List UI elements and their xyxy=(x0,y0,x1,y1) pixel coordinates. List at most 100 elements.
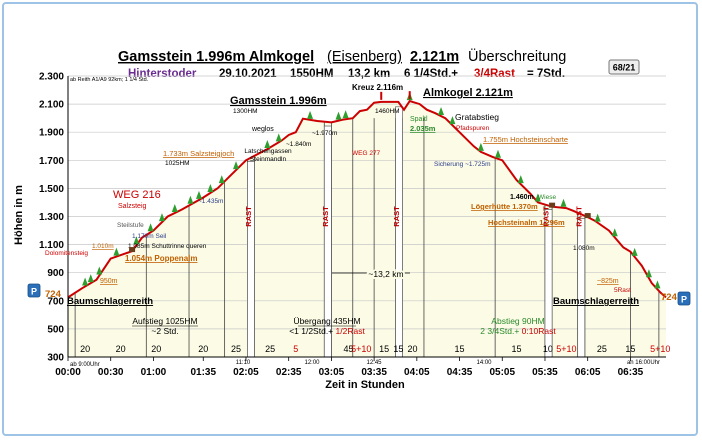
tree-icon xyxy=(335,111,342,120)
spaltl-height: 2.035m xyxy=(410,124,436,133)
tree-icon xyxy=(218,175,225,184)
tree-icon xyxy=(275,133,282,142)
section-duration-rest: 0:10Rast xyxy=(522,326,557,336)
segment-duration: 5+10 xyxy=(556,344,576,354)
x-tick-label: 03:35 xyxy=(361,367,387,378)
y-tick-label: 1.700 xyxy=(39,156,64,167)
segment-duration: 10 xyxy=(543,344,553,354)
tree-icon xyxy=(133,236,140,245)
title-height: 2.121m xyxy=(410,49,459,65)
x-tick-label: 06:05 xyxy=(575,367,601,378)
tree-icon xyxy=(195,190,202,199)
rest-label: RAST xyxy=(321,206,330,227)
segment-duration: 15 xyxy=(511,344,521,354)
height-724-right: 724 xyxy=(661,292,678,303)
rest-block xyxy=(247,161,255,358)
tree-icon xyxy=(171,203,178,212)
segment-duration: 25 xyxy=(265,344,275,354)
tour-rest: 3/4Rast xyxy=(474,68,515,80)
tour-number: 68/21 xyxy=(613,63,636,73)
tour-time: 6 1/4Std.+ xyxy=(404,68,458,80)
segment-duration: 45 xyxy=(343,344,353,354)
steinmandln-label: Steinmandln xyxy=(250,156,287,163)
tree-icon xyxy=(594,213,601,222)
x-tick-label: 03:05 xyxy=(319,367,345,378)
hut-icon xyxy=(129,247,136,253)
height-950: 950m xyxy=(100,278,118,285)
spaltl-label: Spaltl xyxy=(410,116,428,123)
y-tick-label: 1.500 xyxy=(39,184,64,195)
rest-label: RAST xyxy=(574,206,583,227)
x-tick-label: 01:00 xyxy=(141,367,167,378)
clock-time: 14:00 xyxy=(476,360,492,366)
parking-letter: P xyxy=(31,287,37,297)
tree-icon xyxy=(96,266,103,275)
summit-gamsstein: Gamsstein 1.996m xyxy=(230,95,327,107)
x-tick-label: 06:35 xyxy=(618,367,644,378)
parking-letter: P xyxy=(681,295,687,305)
profile-line xyxy=(67,99,667,299)
tree-icon xyxy=(82,277,89,286)
y-tick-label: 700 xyxy=(47,296,64,307)
outer-frame xyxy=(2,2,698,436)
tree-icon xyxy=(113,247,120,256)
x-tick-label: 04:05 xyxy=(404,367,430,378)
height-825: ~825m xyxy=(597,278,619,285)
section-name: Übergang 435HM xyxy=(293,316,360,326)
x-tick-label: 02:05 xyxy=(233,367,259,378)
section-duration: <1 1/2Std.+ 1/2Rast xyxy=(289,326,365,336)
tree-icon xyxy=(631,247,638,256)
clock-time: an 16:00Uhr xyxy=(627,360,660,366)
seil-label: 1.170m Seil xyxy=(132,233,167,240)
clock-time: 12:00 xyxy=(304,360,320,366)
hut-icon xyxy=(584,213,591,219)
steilstufe-label: Steilstufe xyxy=(117,222,144,229)
x-tick-label: 05:35 xyxy=(532,367,558,378)
x-tick-label: 04:35 xyxy=(447,367,473,378)
x-tick-label: 05:05 xyxy=(489,367,515,378)
tree-icon xyxy=(449,116,456,125)
salzsteig-label: Salzsteig xyxy=(118,203,147,210)
y-tick-label: 1.100 xyxy=(39,240,64,251)
tree-icon xyxy=(438,107,445,116)
tour-date: 29.10.2021 xyxy=(219,68,277,80)
tree-icon xyxy=(207,183,214,192)
clock-time: 11:10 xyxy=(236,360,251,366)
rest-block xyxy=(577,217,586,358)
schuttrinne-label: 1.085m Schuttrinne queren xyxy=(128,243,207,250)
hochsteinscharte-label: 1.755m Hochsteinscharte xyxy=(483,135,568,144)
tour-number-badge xyxy=(608,59,640,75)
height-1010: 1.010m xyxy=(92,243,114,250)
gratabstieg-label: Gratabstieg xyxy=(455,112,499,122)
y-tick-label: 500 xyxy=(47,324,64,335)
segment-duration: 5+10 xyxy=(351,344,371,354)
tree-icon xyxy=(87,274,94,283)
weg-216: WEG 216 xyxy=(113,189,161,201)
rest-5: 5Rast xyxy=(614,287,631,294)
tree-icon xyxy=(158,213,165,222)
salzsteigjoch-label: 1.733m Salzsteigjoch xyxy=(163,149,234,158)
section-duration-rest: 1/2Rast xyxy=(336,326,366,336)
rest-label: RAST xyxy=(392,206,401,227)
height-1080: 1.080m xyxy=(573,245,595,252)
weglos-label: weglos xyxy=(251,126,274,133)
tree-icon xyxy=(611,228,618,237)
parking-icon xyxy=(27,283,41,298)
y-tick-label: 2.300 xyxy=(39,72,64,83)
y-tick-label: 300 xyxy=(47,353,64,364)
baumschlagerreith-right: Baumschlagerreith xyxy=(553,296,639,307)
distance-label: ~13,2 km xyxy=(368,269,403,279)
section-name: Abstieg 90HM xyxy=(491,316,544,326)
section-name: Aufstieg 1025HM xyxy=(132,316,197,326)
clock-time: 12:45 xyxy=(366,360,382,366)
tree-icon xyxy=(654,280,661,289)
segment-duration: 15 xyxy=(393,344,403,354)
pfadspuren-label: Pfadspuren xyxy=(456,125,490,132)
loegerhuette-label: Lögerhütte 1.370m xyxy=(471,202,538,211)
wiese-label: Wiese xyxy=(538,194,556,201)
section-duration-time: <1 1/2Std.+ xyxy=(289,326,335,336)
segment-duration: 15 xyxy=(379,344,389,354)
profile-area xyxy=(68,101,666,357)
travel-note: ab Reith A1/A9 92km; 1 1/4 Std. xyxy=(70,77,149,83)
x-tick-label: 00:00 xyxy=(55,367,81,378)
